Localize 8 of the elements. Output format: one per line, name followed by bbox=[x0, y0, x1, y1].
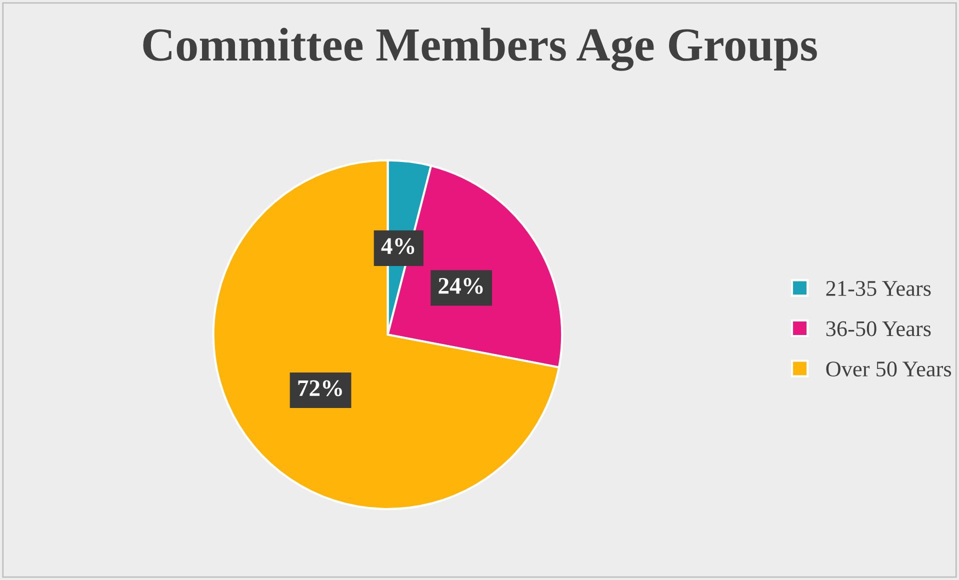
legend-label: 21-35 Years bbox=[826, 281, 931, 296]
data-label: 4% bbox=[381, 238, 414, 254]
data-label: 24% bbox=[438, 278, 483, 294]
chart-title: Committee Members Age Groups bbox=[143, 28, 817, 71]
legend-label: Over 50 Years bbox=[826, 362, 952, 377]
pie-slice bbox=[212, 159, 560, 510]
legend-label: 36-50 Years bbox=[826, 321, 931, 336]
data-label: 72% bbox=[298, 380, 342, 396]
